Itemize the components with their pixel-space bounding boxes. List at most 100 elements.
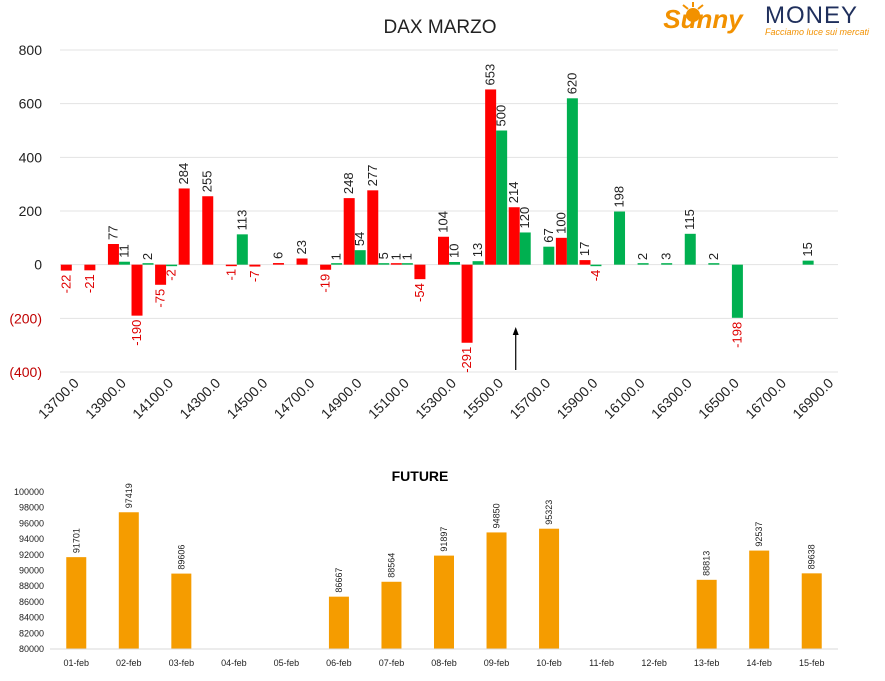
bottom-data-label: 91897 — [439, 527, 449, 552]
red-bar — [84, 264, 96, 271]
top-data-label: 54 — [352, 232, 367, 246]
red-bar — [367, 190, 379, 265]
green-bar — [449, 261, 460, 265]
top-data-label: 277 — [365, 165, 380, 187]
top-x-tick-label: 13700.0 — [35, 375, 82, 422]
green-bar — [496, 130, 508, 265]
top-data-label: -291 — [459, 347, 474, 373]
top-x-tick-label: 14900.0 — [318, 375, 365, 422]
top-data-label: 255 — [200, 171, 215, 193]
bottom-data-label: 97419 — [124, 483, 134, 508]
bottom-chart: FUTURE 80000 82000 84000 86000 88000 90000 920… — [14, 468, 838, 668]
bottom-chart-y-axis: 80000 82000 84000 86000 88000 90000 92000 94000… — [14, 487, 44, 654]
bottom-data-label: 95323 — [544, 500, 554, 525]
top-data-label: 23 — [294, 240, 309, 254]
bottom-x-tick-label: 04-feb — [221, 658, 247, 668]
bottom-x-tick-label: 05-feb — [274, 658, 300, 668]
red-bar — [414, 264, 426, 280]
green-bar — [378, 263, 390, 265]
red-bar — [225, 264, 237, 267]
top-chart-annotations — [512, 327, 519, 370]
top-y-tick-label: (400) — [9, 364, 42, 380]
future-bar — [696, 579, 717, 649]
top-x-tick-label: 14500.0 — [223, 375, 270, 422]
top-data-label: -54 — [412, 283, 427, 302]
red-bar — [485, 89, 497, 265]
green-bar — [331, 263, 343, 265]
future-bar — [171, 573, 192, 649]
top-data-label: 13 — [470, 243, 485, 257]
top-data-label: -7 — [247, 271, 262, 283]
logo: Sunny MONEY Facciamo luce sui mercati — [663, 2, 870, 37]
top-data-label: 67 — [541, 228, 556, 242]
top-data-label: 248 — [341, 172, 356, 194]
green-bar — [543, 246, 555, 265]
bottom-chart-data-labels: 91701 97419 89606 86667 88564 91897 94850 95323… — [71, 483, 816, 592]
green-bar — [236, 234, 248, 265]
top-data-label: 5 — [376, 252, 391, 259]
red-bar — [320, 264, 332, 270]
bottom-x-tick-label: 01-feb — [64, 658, 90, 668]
bottom-data-label: 94850 — [492, 503, 502, 528]
future-bar — [749, 550, 770, 649]
future-bar — [539, 528, 560, 649]
top-data-label: -21 — [82, 274, 97, 293]
red-bar — [155, 264, 167, 285]
logo-tagline: Facciamo luce sui mercati — [765, 27, 870, 37]
top-data-label: -2 — [164, 269, 179, 281]
bottom-data-label: 86667 — [334, 568, 344, 593]
bottom-y-tick-label: 90000 — [19, 566, 44, 576]
top-data-label: 653 — [483, 64, 498, 86]
top-data-label: 1 — [388, 253, 403, 260]
top-x-tick-label: 15100.0 — [365, 375, 412, 422]
top-data-label: 2 — [706, 253, 721, 260]
top-x-tick-label: 16700.0 — [742, 375, 789, 422]
top-data-label: 284 — [176, 163, 191, 185]
red-bar — [508, 207, 520, 265]
future-bar — [381, 581, 402, 649]
bottom-data-label: 88813 — [702, 551, 712, 576]
bottom-chart-x-axis: 01-feb 02-feb 03-feb 04-feb 05-feb 06-feb 07-f… — [50, 648, 838, 668]
green-bar — [637, 263, 649, 265]
green-bar — [166, 264, 178, 267]
top-x-tick-label: 14300.0 — [176, 375, 223, 422]
red-bar — [272, 263, 284, 265]
top-data-label: 100 — [553, 212, 568, 234]
bottom-x-tick-label: 03-feb — [169, 658, 195, 668]
top-data-label: 2 — [140, 253, 155, 260]
top-data-label: 6 — [270, 252, 285, 259]
top-data-label: 500 — [494, 105, 509, 127]
bottom-y-tick-label: 98000 — [19, 503, 44, 513]
top-y-tick-label: 800 — [19, 42, 43, 58]
bottom-y-tick-label: 96000 — [19, 518, 44, 528]
bottom-y-tick-label: 94000 — [19, 534, 44, 544]
green-bar — [142, 263, 154, 265]
red-bar — [202, 196, 214, 265]
bottom-y-tick-label: 80000 — [19, 644, 44, 654]
green-bar — [472, 261, 484, 265]
top-chart-bars — [60, 89, 814, 343]
bottom-data-label: 91701 — [71, 528, 81, 553]
top-data-label: -19 — [318, 274, 333, 293]
top-data-label: 113 — [234, 210, 249, 231]
red-bar — [249, 264, 261, 267]
bottom-y-tick-label: 100000 — [14, 487, 44, 497]
bottom-x-tick-label: 10-feb — [536, 658, 562, 668]
top-chart-gridlines — [60, 49, 838, 373]
red-bar — [461, 264, 473, 343]
bottom-x-tick-label: 07-feb — [379, 658, 405, 668]
top-x-tick-label: 15500.0 — [459, 375, 506, 422]
top-x-tick-label: 14100.0 — [129, 375, 176, 422]
top-x-tick-label: 16300.0 — [648, 375, 695, 422]
bottom-x-tick-label: 11-feb — [589, 658, 614, 668]
red-bar — [555, 237, 567, 265]
top-data-label: 3 — [659, 253, 674, 260]
red-bar — [178, 188, 190, 265]
top-y-tick-label: 400 — [19, 149, 43, 165]
top-data-label: 1 — [399, 253, 414, 260]
bottom-x-tick-label: 02-feb — [116, 658, 142, 668]
green-bar — [614, 211, 626, 265]
sun-icon — [682, 2, 704, 22]
top-y-tick-label: 0 — [34, 257, 42, 273]
